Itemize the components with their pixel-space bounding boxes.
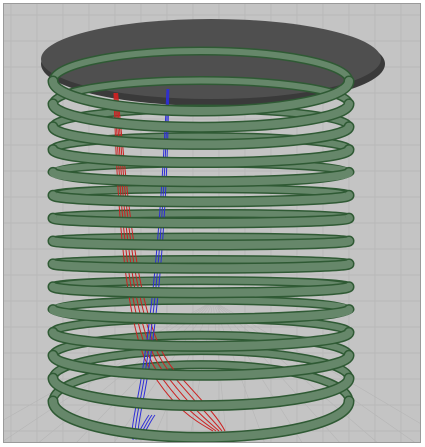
- coil-turn-front-face: [49, 328, 353, 351]
- coil-turn-back-face: [50, 332, 352, 359]
- coil-turn-front-face: [49, 168, 353, 186]
- red-wire-strand: [117, 92, 226, 432]
- coil-turn-back-face: [50, 185, 352, 199]
- red-wire-strand: [116, 92, 223, 432]
- coil-turn-front-face: [49, 214, 353, 227]
- coil-front-half: [47, 75, 355, 442]
- coil-turn-front-face: [49, 374, 353, 410]
- coil-turn-front-face: [49, 191, 353, 206]
- coil-turn-front-face: [49, 145, 353, 167]
- coil-turn-front-face: [49, 282, 353, 297]
- coil-turn-back-face: [50, 277, 352, 290]
- top-disk: [41, 19, 381, 99]
- viewport-frame: [3, 3, 421, 443]
- coil-turn-front-face: [49, 99, 353, 132]
- coil-turn-front-face: [49, 122, 353, 149]
- coil-turn-front-face: [49, 77, 353, 115]
- coil-turn-front-face: [49, 397, 353, 442]
- coil-turn-front-face: [49, 351, 353, 380]
- coil-turn-front-face: [49, 305, 353, 323]
- grid-line: [212, 300, 420, 424]
- coil-turn-back-face: [50, 133, 352, 153]
- coil-turn-back-face: [50, 48, 352, 84]
- coil-turn-front-face: [49, 259, 353, 273]
- coil-turn-front-face: [49, 237, 353, 250]
- coil-turn-back-face: [50, 361, 352, 404]
- coil-turn-back-face: [50, 297, 352, 313]
- scene-canvas[interactable]: [4, 4, 421, 443]
